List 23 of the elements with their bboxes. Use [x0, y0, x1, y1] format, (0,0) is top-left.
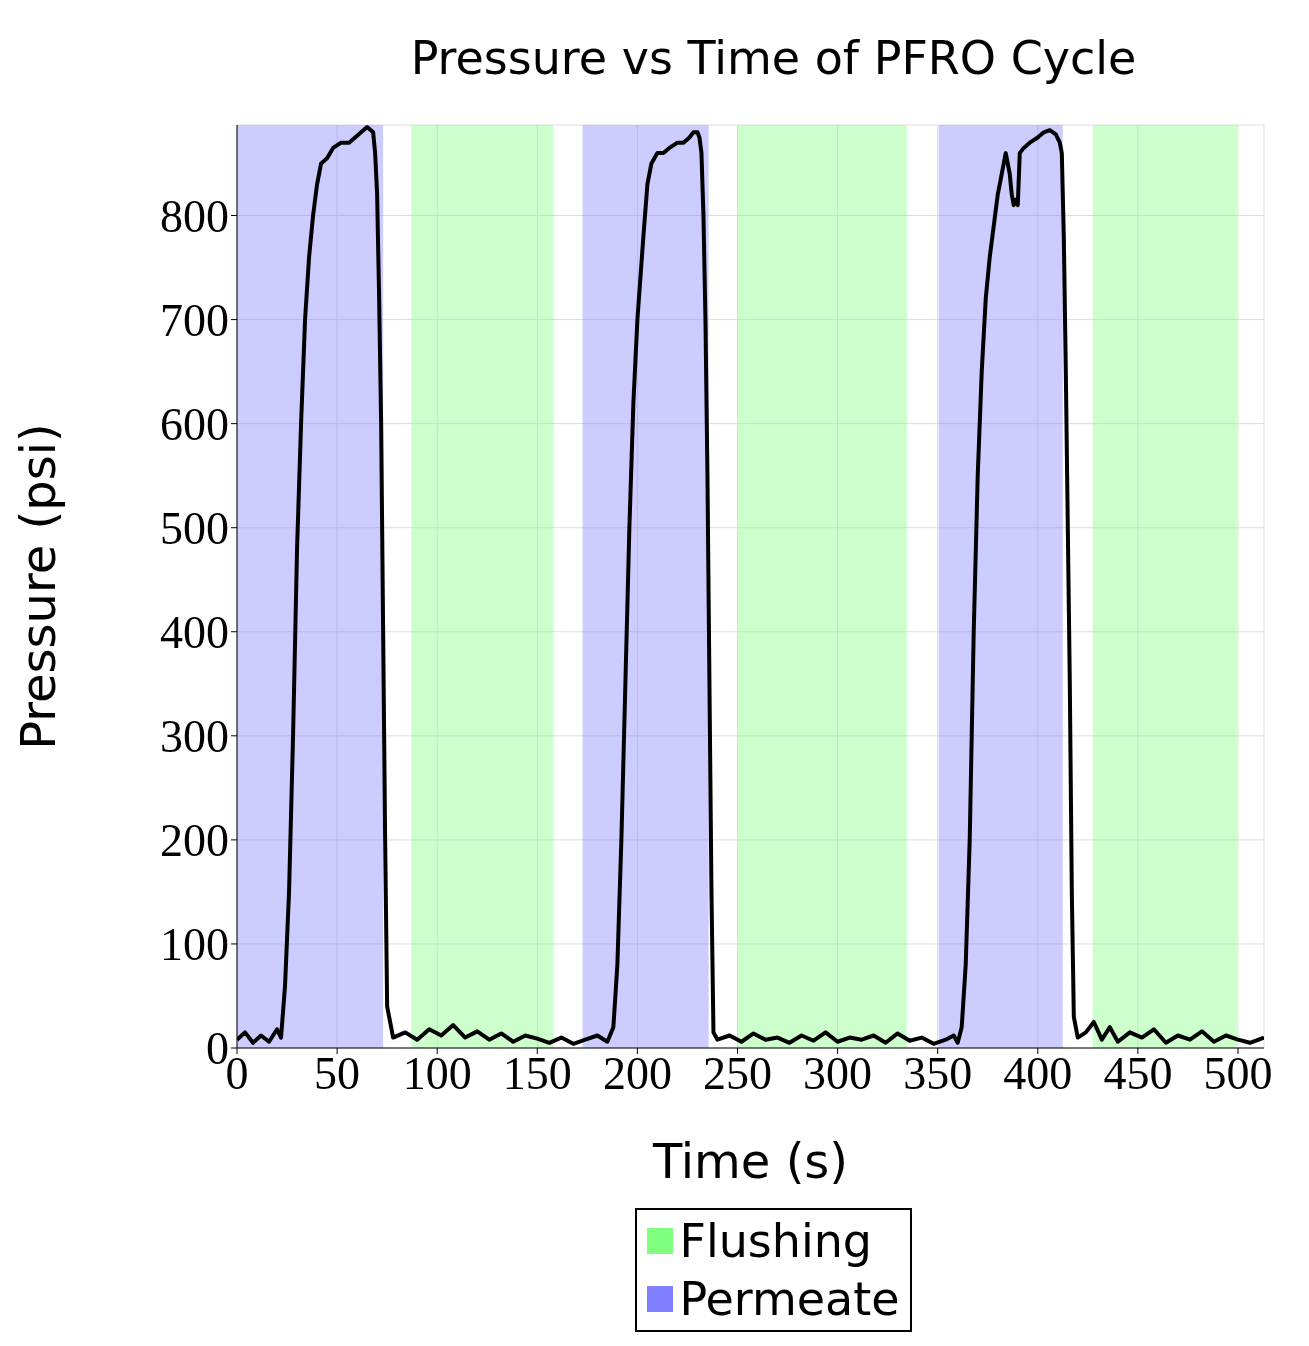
x-tick-label: 500 [1203, 1047, 1273, 1099]
x-tick-label: 300 [803, 1047, 873, 1099]
x-tick-label: 400 [1003, 1047, 1073, 1099]
x-axis-title: Time (s) [651, 1133, 849, 1189]
y-tick-label: 300 [160, 711, 229, 763]
legend-label: Flushing [679, 1213, 873, 1270]
y-tick-label: 700 [160, 294, 229, 346]
x-tick-label: 450 [1103, 1047, 1173, 1099]
y-tick-label: 500 [160, 503, 229, 555]
y-tick-label: 400 [160, 607, 229, 659]
x-tick-label: 150 [502, 1047, 572, 1099]
x-tick-label: 350 [903, 1047, 973, 1099]
x-tick-label: 50 [314, 1047, 361, 1099]
y-tick-label: 200 [160, 815, 229, 867]
chart-title: Pressure vs Time of PFRO Cycle [409, 30, 1138, 87]
y-axis-title: Pressure (psi) [10, 423, 67, 750]
y-tick-label: 800 [160, 190, 229, 242]
y-tick-label: 100 [160, 919, 229, 971]
x-tick-label: 250 [702, 1047, 772, 1099]
x-tick-label: 100 [402, 1047, 472, 1099]
y-tick-label: 600 [160, 398, 229, 450]
legend-label: Permeate [679, 1271, 900, 1328]
x-tick-label: 200 [602, 1047, 672, 1099]
